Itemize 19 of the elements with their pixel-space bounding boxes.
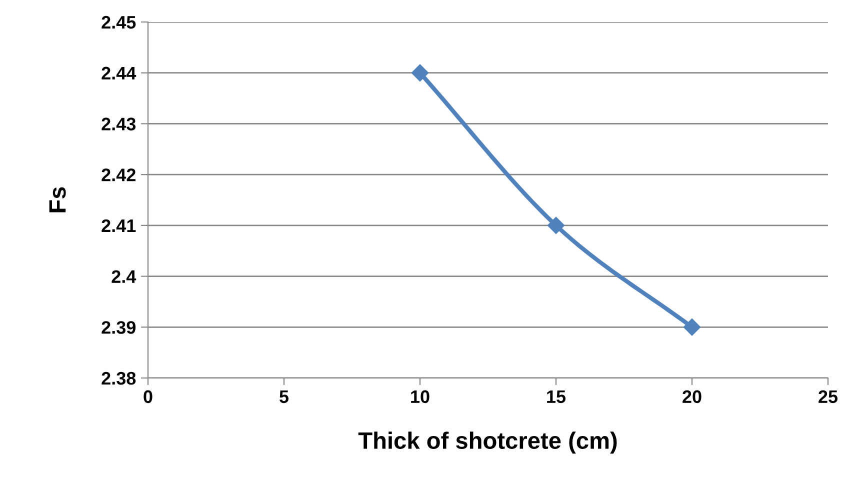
y-tick-label: 2.4 <box>112 270 136 283</box>
y-axis-title: Fs <box>49 187 66 212</box>
y-tick-label: 2.39 <box>102 321 136 334</box>
x-tick-label: 15 <box>547 390 566 404</box>
y-tick-label: 2.42 <box>102 168 136 182</box>
x-tick-label: 25 <box>818 390 838 404</box>
x-axis-title: Thick of shotcrete (cm) <box>358 432 617 454</box>
x-tick-label: 5 <box>280 390 289 404</box>
y-tick-label: 2.41 <box>102 219 136 232</box>
point <box>547 216 565 234</box>
x-tick-label: 10 <box>411 390 430 404</box>
y-tick-label: 2.44 <box>102 66 136 80</box>
y-tick-label: 2.45 <box>102 16 136 29</box>
x-tick-label: 0 <box>144 390 152 404</box>
point <box>683 318 701 336</box>
y-tick-label: 2.43 <box>102 118 136 130</box>
x-tick-label: 20 <box>682 390 702 404</box>
point <box>411 64 429 82</box>
y-tick-label: 2.38 <box>102 372 136 385</box>
